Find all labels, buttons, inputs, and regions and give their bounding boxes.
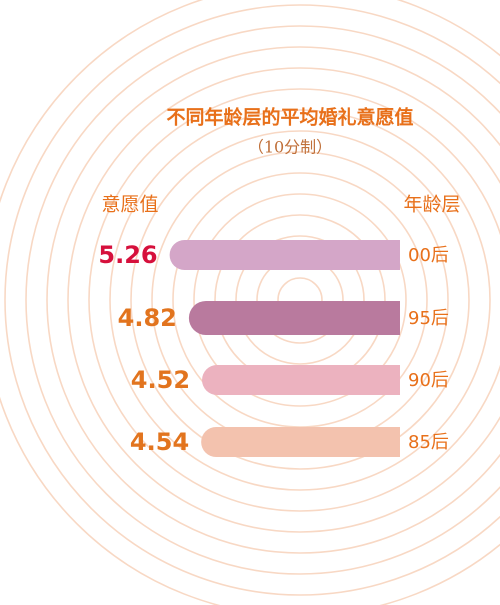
ring bbox=[130, 130, 470, 470]
bar bbox=[202, 365, 400, 395]
ring bbox=[235, 235, 365, 365]
ring bbox=[88, 88, 500, 512]
ring bbox=[67, 67, 500, 533]
ring bbox=[109, 109, 491, 491]
value-label: 4.52 bbox=[131, 366, 190, 394]
ring bbox=[46, 46, 500, 554]
chart-subtitle: （10分制） bbox=[248, 138, 332, 157]
category-axis-label: 年龄层 bbox=[403, 194, 460, 216]
category-label: 85后 bbox=[408, 432, 449, 453]
category-label: 95后 bbox=[408, 308, 449, 329]
value-label: 4.82 bbox=[118, 304, 177, 332]
value-label: 5.26 bbox=[98, 241, 157, 269]
ring bbox=[193, 193, 407, 407]
chart-title: 不同年龄层的平均婚礼意愿值 bbox=[166, 106, 413, 129]
bar bbox=[169, 240, 400, 270]
ring bbox=[4, 4, 500, 596]
ring bbox=[25, 25, 500, 575]
value-axis-label: 意愿值 bbox=[101, 194, 158, 216]
bar bbox=[201, 427, 400, 457]
category-label: 00后 bbox=[408, 245, 449, 266]
value-label: 4.54 bbox=[130, 428, 189, 456]
bar bbox=[188, 301, 400, 335]
category-label: 90后 bbox=[408, 370, 449, 391]
